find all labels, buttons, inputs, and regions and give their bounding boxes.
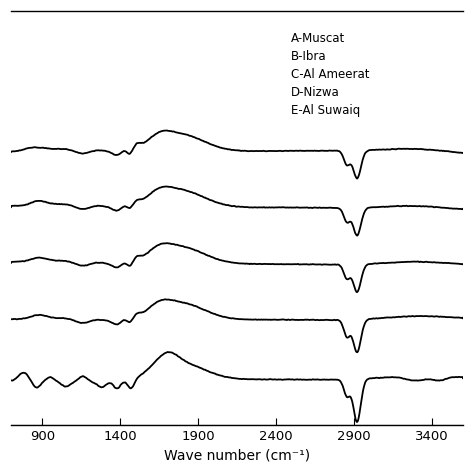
- Text: A-Muscat
B-Ibra
C-Al Ameerat
D-Nizwa
E-Al Suwaiq: A-Muscat B-Ibra C-Al Ameerat D-Nizwa E-A…: [291, 32, 370, 117]
- X-axis label: Wave number (cm⁻¹): Wave number (cm⁻¹): [164, 449, 310, 463]
